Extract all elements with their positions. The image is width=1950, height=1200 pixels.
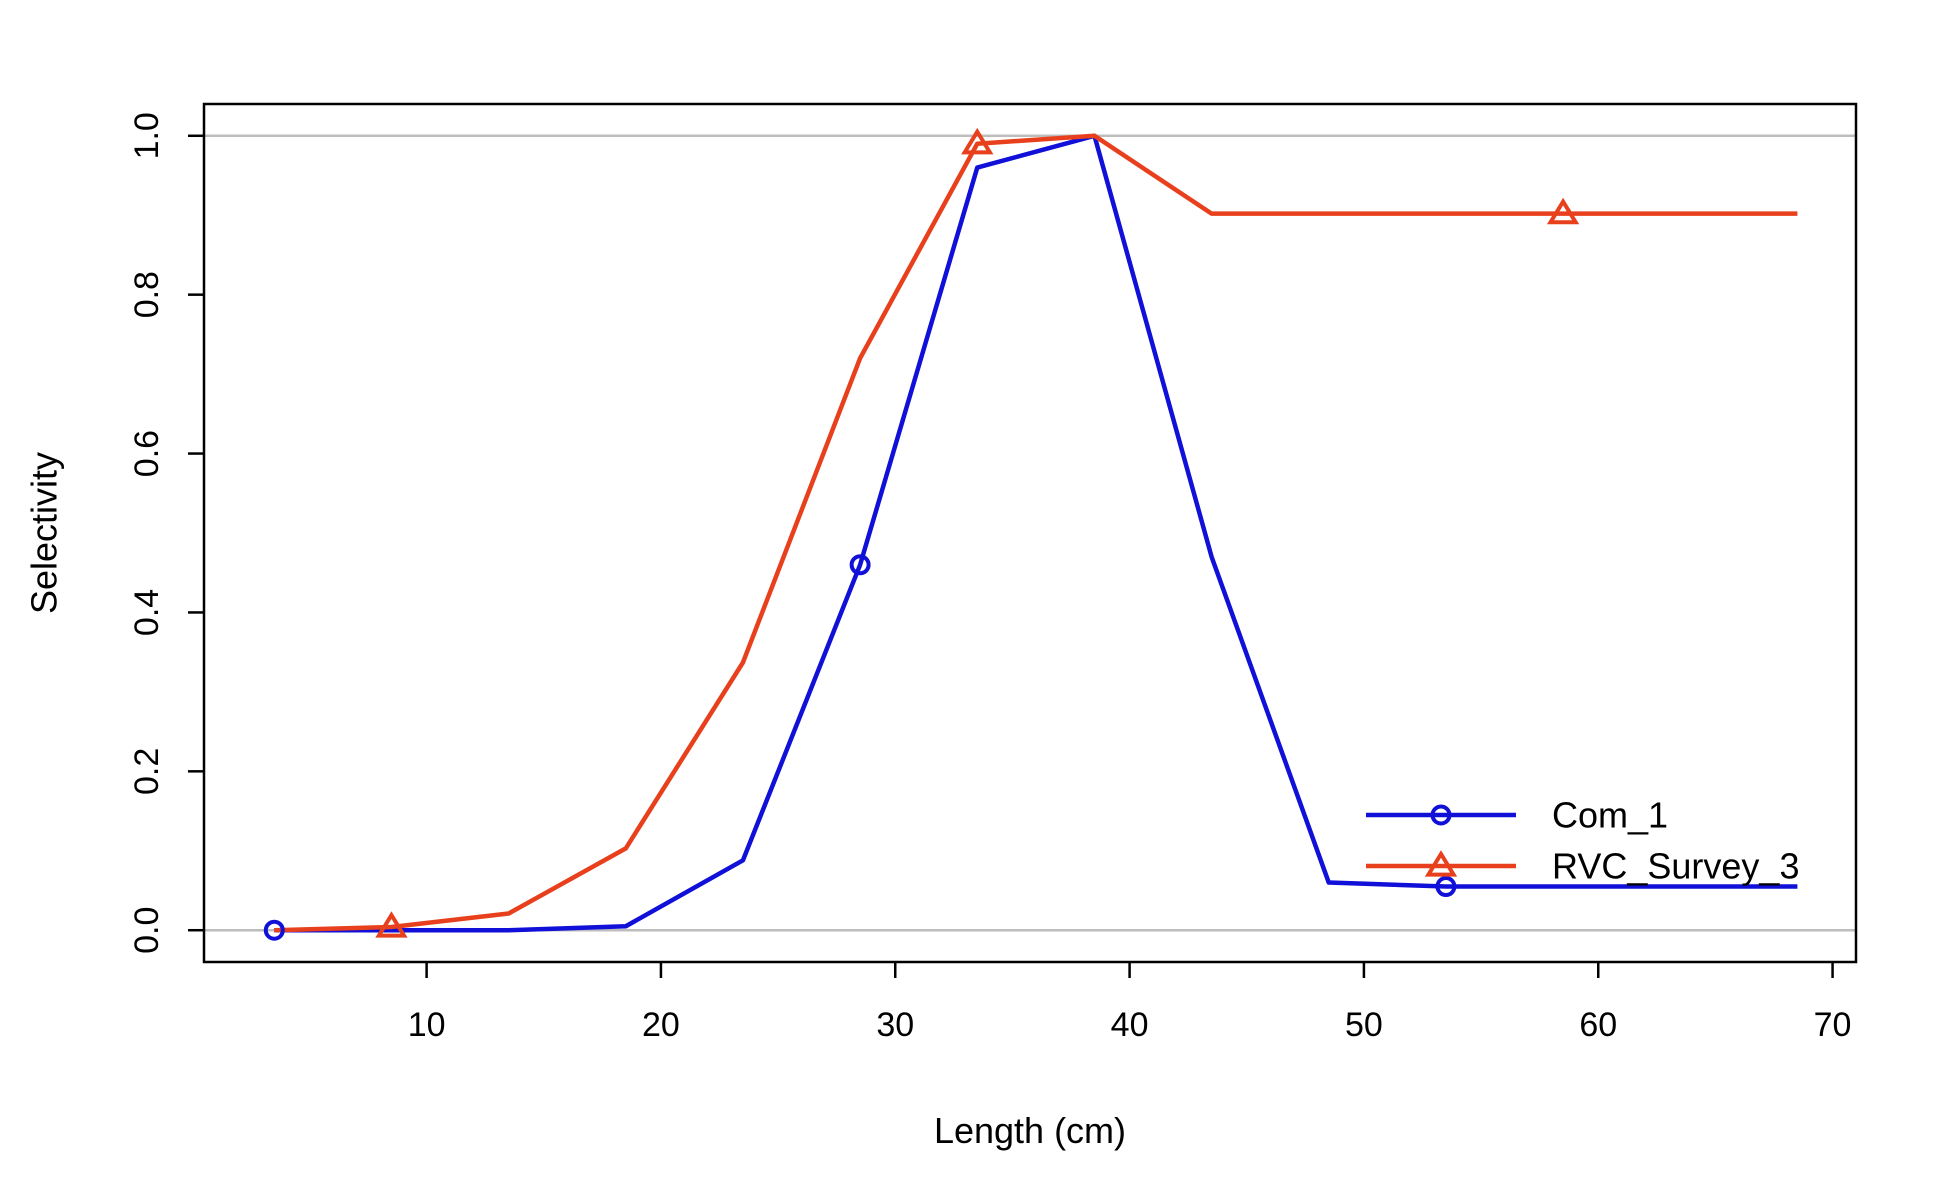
- x-tick-label-6: 70: [1814, 1006, 1852, 1044]
- x-axis: 10 20 30 40 50 60 70: [408, 962, 1852, 1044]
- series-lines: [274, 133, 1798, 933]
- y-axis: 0.0 0.2 0.4 0.6 0.8 1.0: [128, 112, 204, 954]
- y-tick-label-5: 1.0: [128, 112, 166, 159]
- y-tick-label-3: 0.6: [128, 430, 166, 477]
- legend-marker-RVC_Survey_3: [1424, 850, 1458, 877]
- x-tick-label-2: 30: [876, 1006, 914, 1044]
- y-tick-label-0: 0.0: [128, 907, 166, 954]
- series-marker-Com_1-2: [1435, 876, 1457, 898]
- legend-label-Com_1: Com_1: [1552, 795, 1668, 836]
- series-marker-Com_1-0: [263, 919, 285, 941]
- series-line-RVC_Survey_3: [274, 133, 1798, 933]
- series-marker-RVC_Survey_3-1: [961, 127, 994, 155]
- series-line-Com_1: [274, 133, 1798, 933]
- series-marker-Com_1-1: [849, 554, 871, 576]
- x-tick-label-0: 10: [408, 1006, 446, 1044]
- legend-marker-Com_1: [1430, 804, 1452, 826]
- x-tick-label-3: 40: [1111, 1006, 1149, 1044]
- y-tick-label-1: 0.2: [128, 748, 166, 795]
- x-tick-label-4: 50: [1345, 1006, 1383, 1044]
- y-tick-label-2: 0.4: [128, 589, 166, 636]
- legend-label-RVC_Survey_3: RVC_Survey_3: [1552, 846, 1799, 887]
- y-axis-title: Selectivity: [24, 452, 65, 614]
- plot-frame: [202, 102, 1858, 964]
- y-tick-label-4: 0.8: [128, 271, 166, 318]
- series-markers: [263, 127, 1580, 941]
- x-axis-title: Length (cm): [934, 1110, 1126, 1151]
- legend: Com_1 RVC_Survey_3: [1366, 795, 1799, 887]
- x-tick-label-5: 60: [1579, 1006, 1617, 1044]
- series-marker-RVC_Survey_3-2: [1546, 197, 1580, 225]
- series-marker-RVC_Survey_3-0: [375, 911, 408, 938]
- x-tick-label-1: 20: [642, 1006, 680, 1044]
